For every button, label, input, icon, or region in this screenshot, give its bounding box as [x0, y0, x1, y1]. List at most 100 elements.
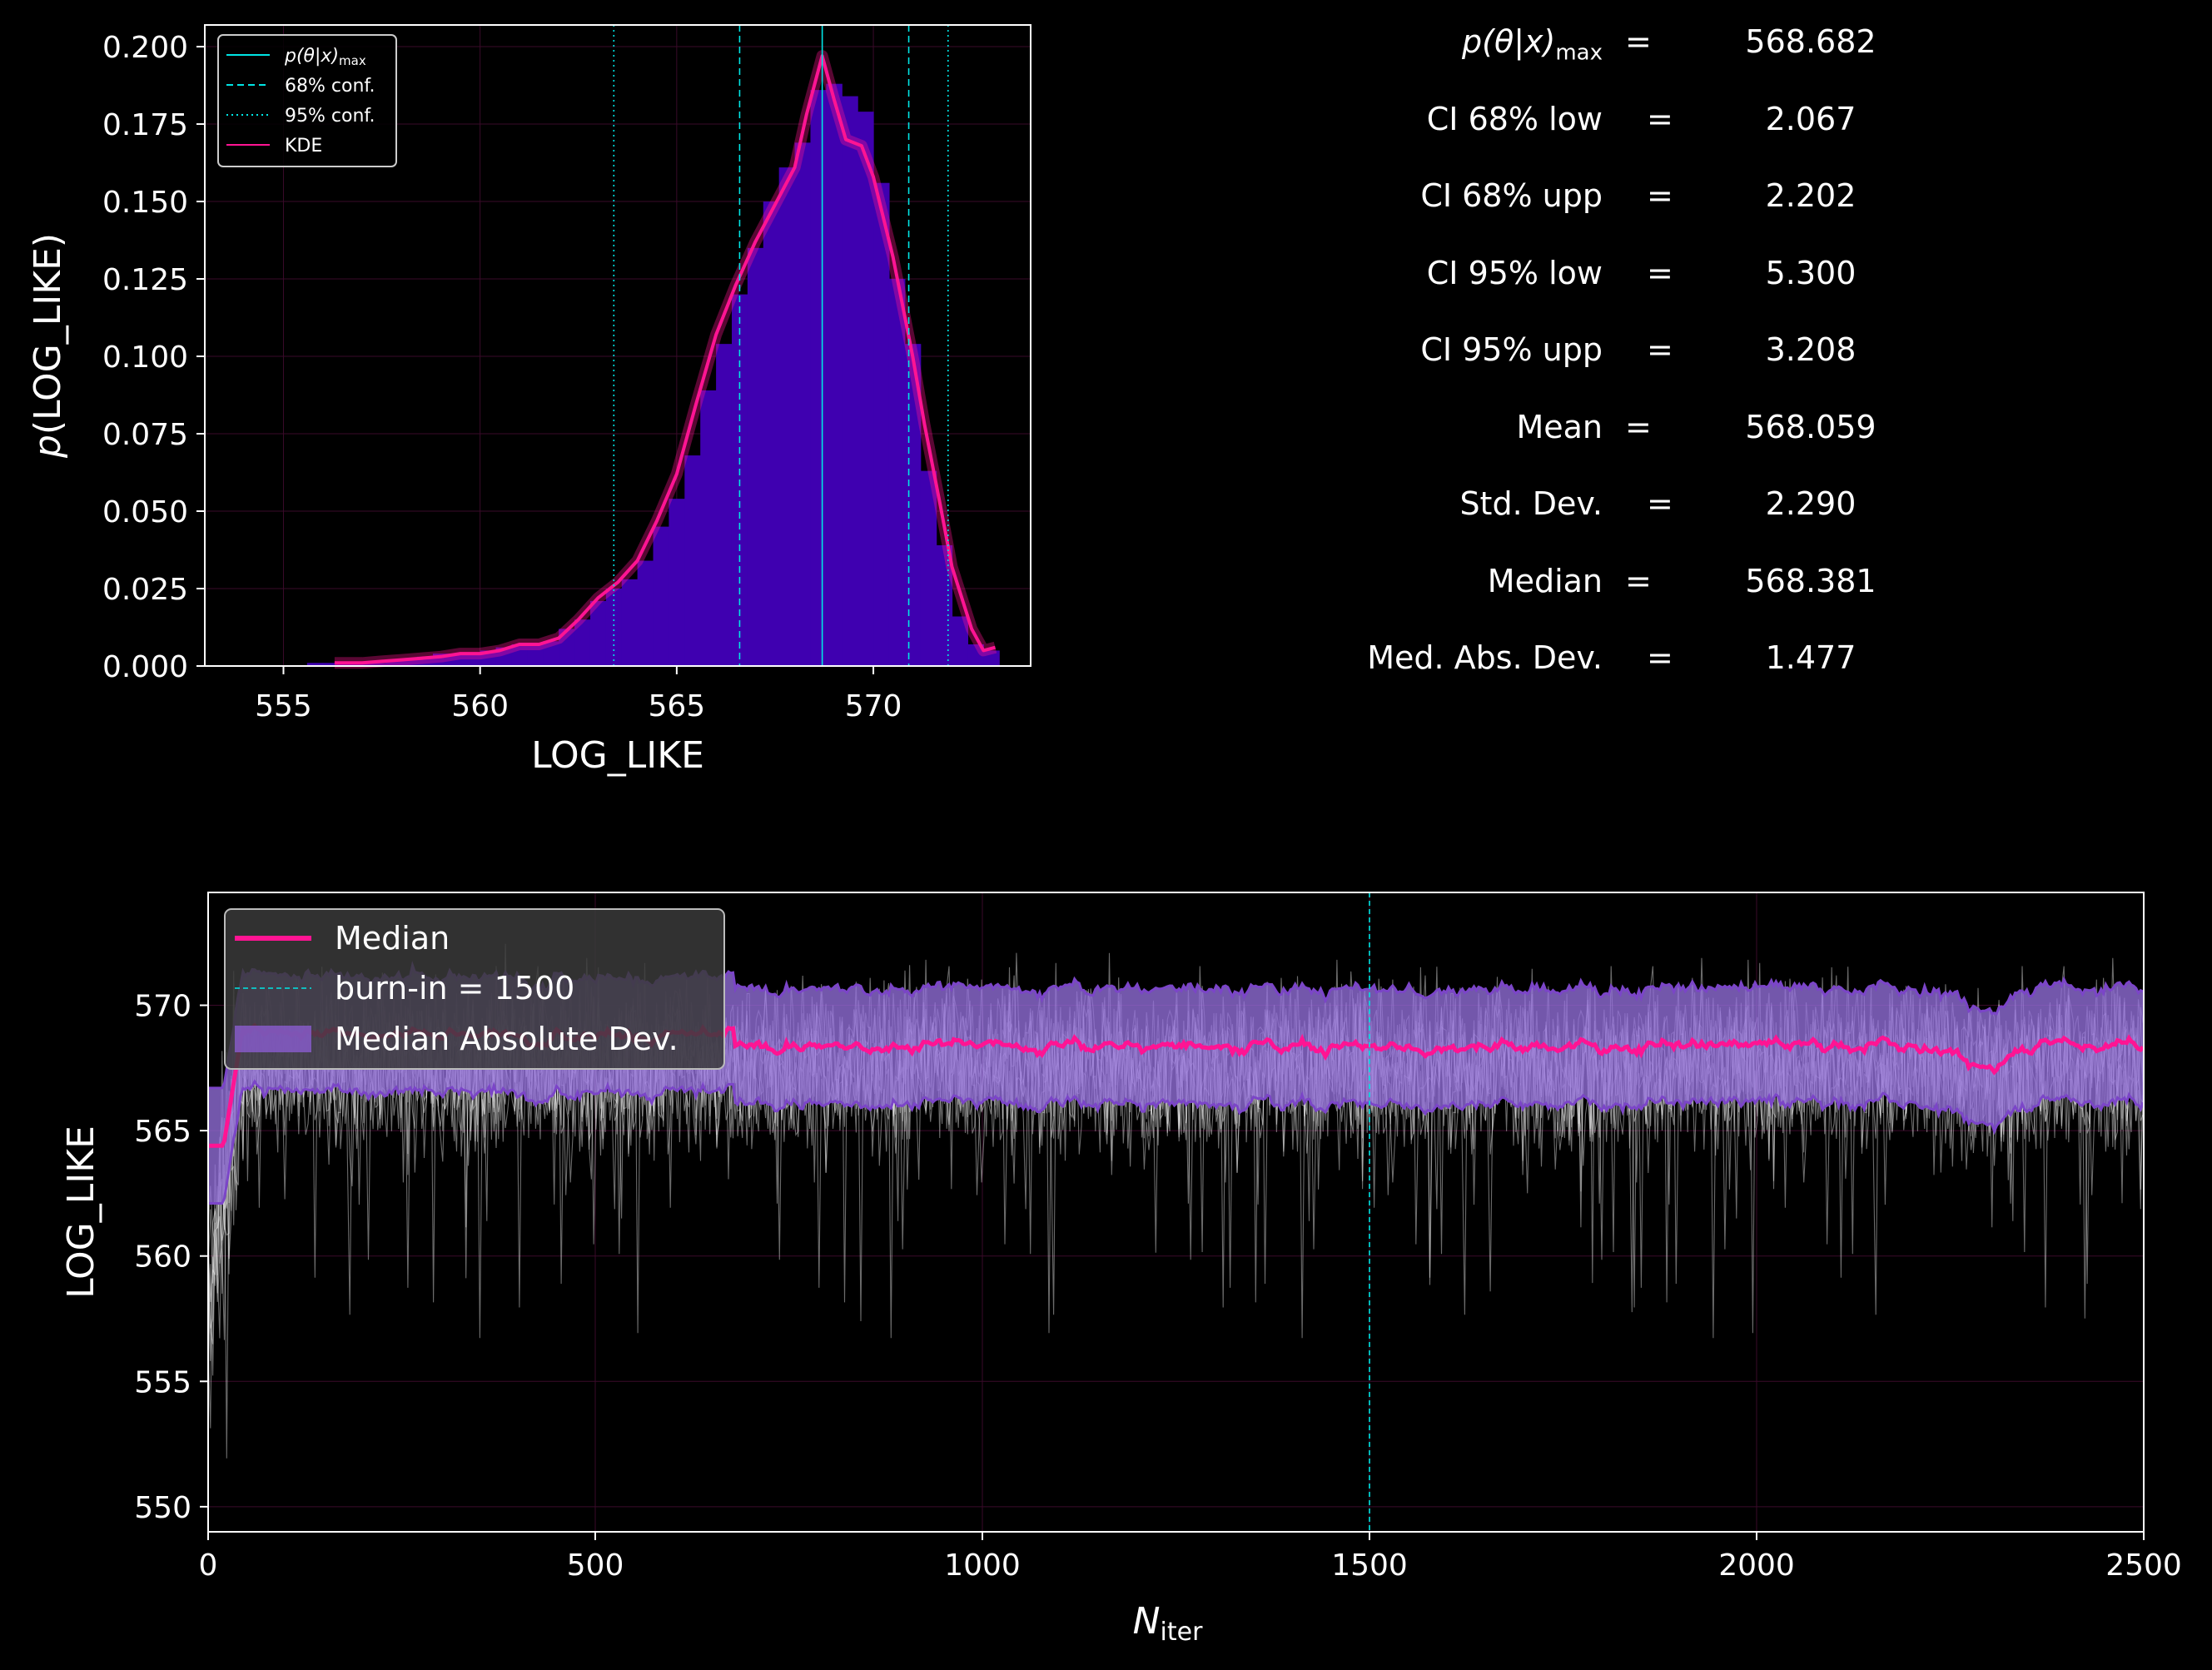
- stat-row: CI 95% low = 5.300: [1249, 255, 1915, 305]
- stat-label: Std. Dev.: [1459, 485, 1603, 522]
- histogram-bar: [873, 182, 890, 666]
- stat-equals: =: [1647, 254, 1673, 291]
- histogram-bar: [605, 589, 623, 666]
- y-tick-label: 550: [134, 1491, 191, 1525]
- y-axis-label: p(LOG_LIKE): [27, 233, 69, 459]
- stat-equals: =: [1647, 639, 1673, 676]
- x-tick-label: 1000: [944, 1548, 1021, 1583]
- histogram-bar: [385, 659, 402, 666]
- legend-box: [217, 34, 397, 167]
- stat-value: 2.067: [1765, 100, 1857, 137]
- x-tick-label: 2500: [2105, 1548, 2182, 1583]
- y-tick-label: 570: [134, 990, 191, 1024]
- histogram-bar: [669, 499, 685, 666]
- histogram-bar: [621, 579, 639, 666]
- stat-value: 568.381: [1745, 562, 1876, 599]
- histogram-bar: [967, 644, 984, 666]
- stat-equals: =: [1647, 331, 1673, 368]
- stat-equals: =: [1647, 100, 1673, 137]
- x-tick-label: 500: [567, 1548, 624, 1583]
- x-tick-label: 570: [845, 689, 902, 723]
- y-tick-label: 555: [134, 1365, 191, 1399]
- histogram-bar: [700, 390, 717, 666]
- stat-value: 568.682: [1745, 23, 1876, 60]
- histogram-panel: 555 560 565 570 0.000 0.025 0.050 0.075 0.100 0.1…: [27, 24, 1031, 777]
- histogram-bar: [810, 90, 827, 666]
- stats-panel: p(θ|x)max = 568.682 CI 68% low = 2.067 CI 68% …: [1249, 0, 1915, 699]
- legend-label: p(θ|x)max: [284, 46, 366, 68]
- histogram-bar: [511, 644, 528, 666]
- legend-label: burn-in = 1500: [335, 970, 574, 1006]
- stat-equals: =: [1625, 23, 1652, 60]
- legend-box: [224, 908, 725, 1070]
- histogram-bar: [417, 656, 434, 666]
- stat-label: Mean: [1516, 408, 1603, 445]
- histogram-bar: [401, 659, 418, 666]
- x-tick-label: 555: [255, 689, 312, 723]
- histogram-bar: [826, 83, 843, 666]
- x-axis-label: Niter: [1133, 1600, 1203, 1647]
- histogram-bar: [747, 247, 764, 666]
- stat-value: 3.208: [1765, 331, 1857, 368]
- stat-row: Std. Dev. = 2.290: [1249, 485, 1915, 535]
- y-tick-label: 0.200: [102, 31, 188, 65]
- legend-label: 95% conf.: [285, 106, 375, 127]
- y-tick-label: 565: [134, 1115, 191, 1149]
- legend-label: KDE: [285, 136, 322, 157]
- y-tick-label: 0.075: [102, 418, 188, 452]
- histogram-bar: [370, 663, 386, 666]
- histogram-bar: [888, 279, 906, 666]
- kde-line: [334, 54, 997, 665]
- stat-row: CI 68% upp = 2.202: [1249, 177, 1915, 227]
- stat-value: 2.290: [1765, 485, 1857, 522]
- histogram-bar: [794, 142, 812, 666]
- stat-equals: =: [1625, 408, 1652, 445]
- y-axis-label: LOG_LIKE: [60, 1126, 102, 1299]
- histogram-bar: [322, 663, 340, 666]
- stat-label: CI 95% low: [1426, 254, 1603, 291]
- stat-label: Med. Abs. Dev.: [1367, 639, 1603, 676]
- histogram-bar: [952, 616, 969, 666]
- histogram-bar: [448, 654, 465, 666]
- histogram-bar: [763, 201, 780, 666]
- y-tick-label: 0.000: [102, 650, 188, 684]
- histogram-bar: [904, 344, 922, 666]
- histogram-bar: [559, 629, 575, 666]
- y-tick-label: 0.050: [102, 495, 188, 529]
- stat-label: p(θ|x)max: [1462, 23, 1603, 66]
- histogram-bar: [543, 641, 559, 666]
- histogram-legend: p(θ|x)max 68% conf. 95% conf. KDE: [217, 34, 397, 167]
- trace-legend: Median burn-in = 1500 Median Absolute Dev.: [224, 908, 725, 1070]
- histogram-bar: [716, 344, 733, 666]
- stat-label: CI 95% upp: [1420, 331, 1603, 368]
- stat-value: 2.202: [1765, 177, 1857, 214]
- stat-row: CI 68% low = 2.067: [1249, 101, 1915, 151]
- histogram-bar: [589, 600, 607, 666]
- histogram-bar: [842, 96, 858, 667]
- y-tick-label: 0.125: [102, 263, 188, 297]
- y-tick-label: 0.175: [102, 108, 188, 142]
- stat-value: 568.059: [1745, 408, 1876, 445]
- histogram-bar: [637, 560, 654, 666]
- trace-panel: 0 500 1000 1500 2000 2500 550 555 560 565 570 Niter…: [60, 892, 2182, 1647]
- stat-equals: =: [1647, 485, 1673, 522]
- histogram-frame: [204, 24, 1031, 667]
- stat-value: 1.477: [1765, 639, 1857, 676]
- legend-label: Median Absolute Dev.: [335, 1021, 679, 1057]
- stat-equals: =: [1625, 562, 1652, 599]
- x-tick-label: 0: [199, 1548, 218, 1583]
- histogram-bar: [653, 526, 670, 666]
- stat-equals: =: [1647, 177, 1673, 214]
- histogram-bar: [464, 654, 481, 666]
- y-tick-label: 0.100: [102, 340, 188, 375]
- stat-row: Mean = 568.059: [1249, 409, 1915, 459]
- stat-value: 5.300: [1765, 254, 1857, 291]
- x-tick-label: 1500: [1331, 1548, 1408, 1583]
- stat-row: p(θ|x)max = 568.682: [1249, 23, 1915, 73]
- histogram-bar: [778, 167, 796, 667]
- stat-row: Med. Abs. Dev. = 1.477: [1249, 639, 1915, 689]
- x-axis-label: LOG_LIKE: [531, 734, 704, 777]
- x-tick-label: 560: [451, 689, 509, 723]
- stat-row: Median = 568.381: [1249, 563, 1915, 613]
- stat-row: CI 95% upp = 3.208: [1249, 331, 1915, 381]
